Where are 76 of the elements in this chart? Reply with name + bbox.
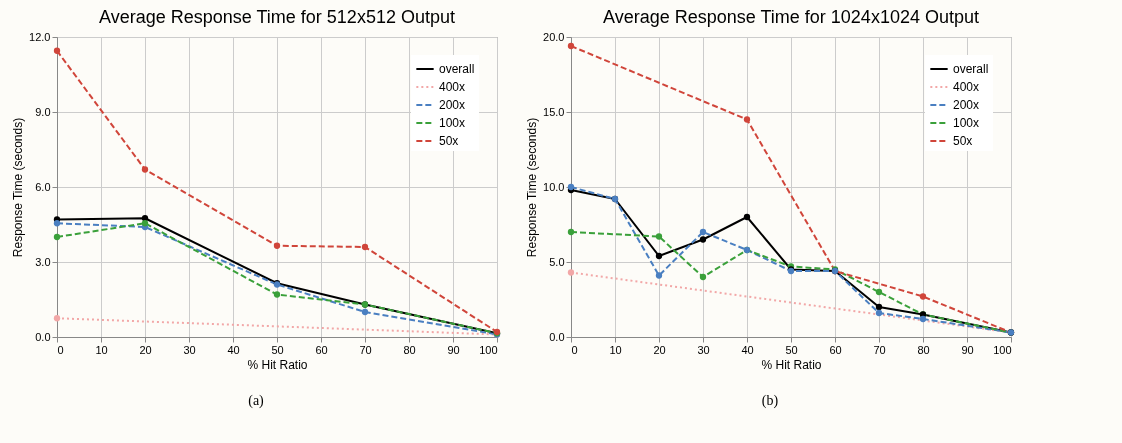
chart-title: Average Response Time for 512x512 Output bbox=[99, 7, 455, 27]
x-tick-label: 100 bbox=[479, 343, 498, 356]
x-axis-title: % Hit Ratio bbox=[761, 357, 822, 372]
x-tick-label: 100 bbox=[993, 343, 1012, 356]
text: (b) bbox=[761, 393, 779, 409]
x-tick-label: 60 bbox=[315, 343, 328, 356]
x-tick-label: 50 bbox=[271, 343, 284, 356]
x-tick-label: 40 bbox=[227, 343, 240, 356]
point bbox=[743, 213, 751, 221]
y-axis-title: Response Time (seconds) bbox=[11, 117, 26, 258]
point bbox=[567, 269, 575, 276]
point bbox=[699, 236, 707, 243]
text: (a) bbox=[248, 393, 264, 409]
x-tick-label: 10 bbox=[609, 343, 622, 356]
point bbox=[919, 293, 927, 300]
point bbox=[699, 228, 707, 236]
x-tick-label: 80 bbox=[403, 343, 416, 356]
point bbox=[875, 303, 883, 311]
x-tick-label: 60 bbox=[829, 343, 842, 356]
point bbox=[919, 315, 927, 323]
point bbox=[53, 233, 61, 241]
y-tick-label: 15.0 bbox=[543, 105, 565, 118]
x-tick-label: 0 bbox=[571, 343, 578, 356]
point bbox=[53, 47, 61, 54]
legend-label: 100x bbox=[953, 116, 980, 130]
x-tick-label: 10 bbox=[95, 343, 108, 356]
legend-label: overall bbox=[953, 62, 989, 76]
x-tick-label: 30 bbox=[697, 343, 710, 356]
y-tick-label: 10.0 bbox=[543, 180, 565, 193]
x-tick-label: 20 bbox=[653, 343, 666, 356]
y-tick-label: 0.0 bbox=[35, 330, 51, 343]
point bbox=[53, 315, 61, 322]
x-tick-label: 50 bbox=[785, 343, 798, 356]
y-axis-title: Response Time (seconds) bbox=[525, 117, 540, 258]
x-tick-label: 70 bbox=[359, 343, 372, 356]
point bbox=[655, 233, 663, 240]
point bbox=[273, 291, 281, 298]
legend-label: 200x bbox=[953, 98, 980, 112]
x-tick-label: 80 bbox=[917, 343, 930, 356]
point bbox=[699, 273, 707, 281]
x-tick-label: 0 bbox=[57, 343, 64, 356]
x-tick-label: 90 bbox=[447, 343, 460, 356]
y-tick-label: 9.0 bbox=[35, 105, 51, 118]
legend-label: overall bbox=[439, 62, 475, 76]
x-axis-title: % Hit Ratio bbox=[247, 357, 308, 372]
y-tick-label: 5.0 bbox=[549, 255, 565, 268]
y-tick-label: 6.0 bbox=[35, 180, 51, 193]
legend-label: 50x bbox=[439, 134, 459, 148]
y-tick-label: 0.0 bbox=[549, 330, 565, 343]
x-tick-label: 20 bbox=[139, 343, 152, 356]
x-tick-label: 40 bbox=[741, 343, 754, 356]
point bbox=[141, 166, 149, 173]
legend-label: 400x bbox=[953, 80, 980, 94]
point bbox=[655, 252, 663, 260]
point bbox=[875, 309, 883, 317]
legend-label: 50x bbox=[953, 134, 973, 148]
point bbox=[655, 272, 663, 279]
point bbox=[361, 243, 369, 251]
x-tick-label: 30 bbox=[183, 343, 196, 356]
legend-label: 400x bbox=[439, 80, 466, 94]
chart-title: Average Response Time for 1024x1024 Output bbox=[603, 7, 979, 27]
point bbox=[273, 242, 281, 249]
point bbox=[361, 308, 369, 316]
y-tick-label: 20.0 bbox=[543, 30, 565, 43]
point bbox=[567, 42, 575, 50]
point bbox=[567, 228, 575, 236]
y-tick-label: 3.0 bbox=[35, 255, 51, 268]
point bbox=[875, 288, 883, 296]
point bbox=[141, 220, 149, 227]
y-tick-label: 12.0 bbox=[29, 30, 51, 43]
legend-label: 100x bbox=[439, 116, 466, 130]
point bbox=[743, 116, 751, 123]
point bbox=[53, 220, 61, 227]
legend-label: 200x bbox=[439, 98, 466, 112]
x-tick-label: 90 bbox=[961, 343, 974, 356]
x-tick-label: 70 bbox=[873, 343, 886, 356]
